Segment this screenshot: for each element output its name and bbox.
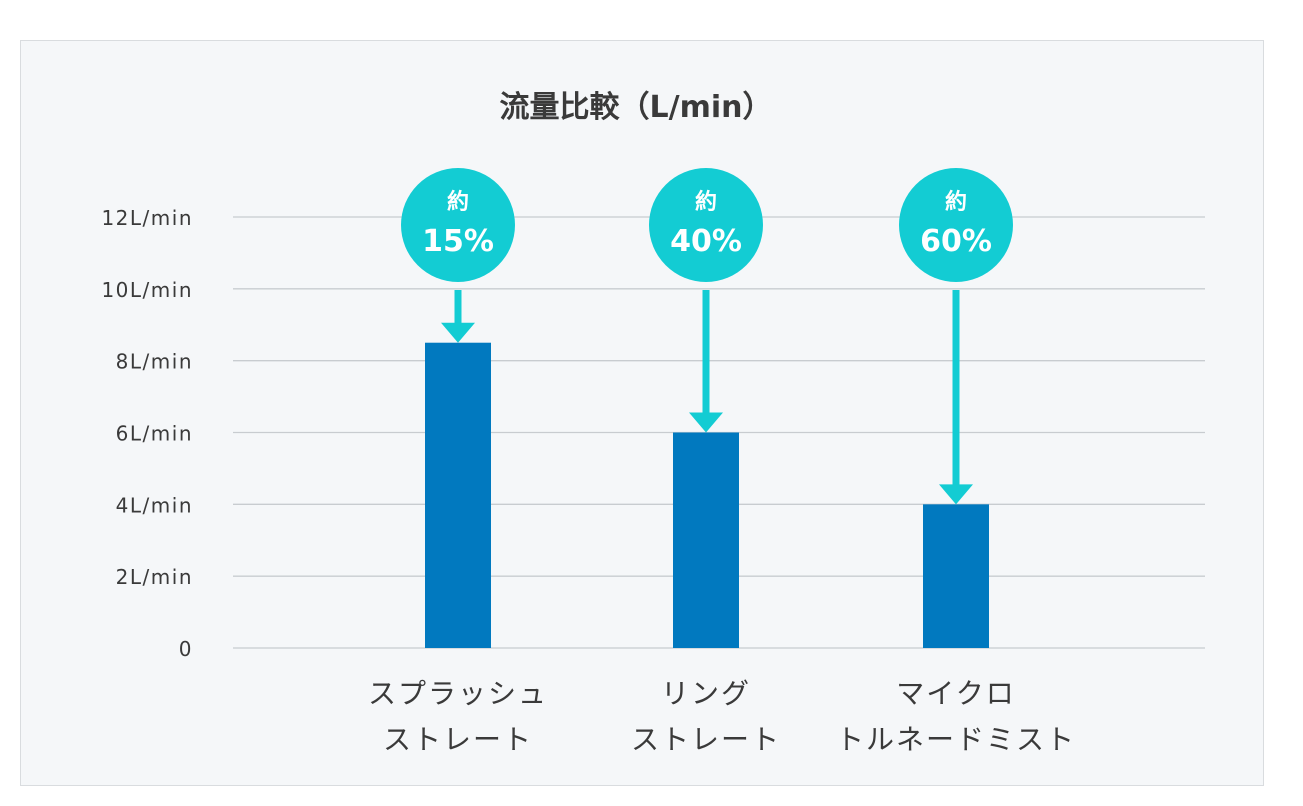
bars <box>425 342 989 648</box>
bar <box>923 504 989 648</box>
x-category-label: リング <box>661 677 751 710</box>
arrow-head <box>689 412 723 433</box>
y-tick-label: 4L/min <box>116 493 193 517</box>
x-category-label: マイクロ <box>896 677 1015 710</box>
bar <box>425 342 491 648</box>
badge-circle <box>401 168 515 282</box>
badge-prefix: 約 <box>695 189 717 215</box>
bar <box>673 432 739 648</box>
y-tick-label: 2L/min <box>116 565 193 589</box>
badge-prefix: 約 <box>945 189 967 215</box>
y-tick-label: 8L/min <box>116 350 193 374</box>
arrow-head <box>441 322 475 343</box>
y-tick-label: 6L/min <box>116 422 193 446</box>
grid-lines <box>233 216 1205 649</box>
x-category-label: スプラッシュ <box>368 677 548 710</box>
badge-circle <box>649 168 763 282</box>
x-category-label: ストレート <box>631 723 781 756</box>
badge-value: 40% <box>670 224 742 259</box>
badge-value: 15% <box>422 224 494 259</box>
chart-title: 流量比較（L/min） <box>500 90 773 125</box>
chart-panel <box>20 40 1264 786</box>
x-category-label: ストレート <box>383 723 533 756</box>
arrow-head <box>939 484 973 505</box>
y-tick-label: 12L/min <box>101 206 193 230</box>
reduction-arrows <box>441 290 973 505</box>
x-category-label: トルネードミスト <box>836 723 1076 756</box>
badge-value: 60% <box>920 224 992 259</box>
y-tick-label: 0 <box>179 637 193 661</box>
y-tick-label: 10L/min <box>101 278 193 302</box>
reduction-badges: 約 15% 約 40% 約 60% <box>401 168 1013 282</box>
y-axis-ticks: 0 2L/min 4L/min 6L/min 8L/min 10L/min 12L/min <box>101 206 193 661</box>
badge-prefix: 約 <box>447 189 469 215</box>
badge-circle <box>899 168 1013 282</box>
